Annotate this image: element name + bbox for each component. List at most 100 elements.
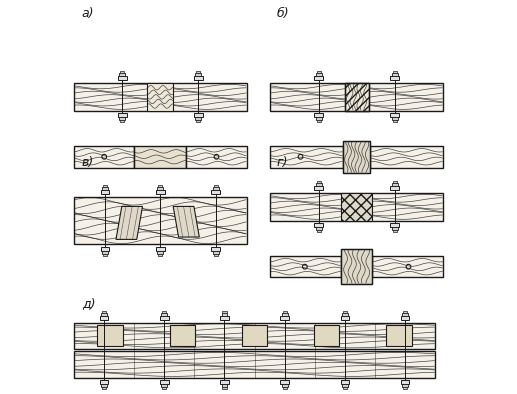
Bar — [118, 113, 127, 117]
Bar — [390, 76, 399, 80]
Bar — [214, 185, 218, 187]
Bar — [403, 311, 407, 313]
Bar — [161, 384, 167, 387]
Bar — [314, 325, 340, 346]
Bar — [160, 316, 169, 320]
Bar — [101, 247, 110, 251]
Bar — [314, 186, 323, 190]
Bar — [316, 73, 322, 76]
Bar — [270, 193, 443, 221]
Bar — [316, 227, 322, 230]
Bar — [102, 251, 108, 254]
Bar — [221, 313, 227, 316]
Bar — [100, 380, 109, 384]
Bar — [74, 351, 435, 377]
Bar — [283, 387, 287, 389]
Bar — [195, 73, 201, 76]
Bar — [211, 190, 220, 194]
Bar — [402, 384, 408, 387]
Bar — [342, 313, 348, 316]
Bar — [158, 185, 162, 187]
Bar — [134, 146, 186, 167]
Bar — [222, 387, 226, 389]
Bar — [100, 316, 109, 320]
Bar — [270, 256, 341, 277]
Bar — [343, 387, 347, 389]
Bar — [341, 249, 372, 284]
Bar — [392, 181, 397, 183]
Bar — [316, 183, 322, 186]
Bar — [214, 254, 218, 256]
Bar — [283, 311, 287, 313]
Bar — [156, 190, 165, 194]
Bar — [402, 313, 408, 316]
Bar — [102, 387, 106, 389]
Polygon shape — [116, 206, 143, 240]
Bar — [74, 323, 435, 349]
Bar — [74, 197, 247, 244]
Bar — [344, 83, 369, 111]
Bar — [220, 316, 229, 320]
Bar — [403, 387, 407, 389]
Bar — [270, 83, 443, 111]
Bar — [119, 117, 125, 121]
Bar — [372, 256, 443, 277]
Bar — [101, 384, 107, 387]
Bar — [103, 185, 107, 187]
Bar — [161, 313, 167, 316]
Bar — [344, 83, 369, 111]
Bar — [401, 316, 409, 320]
Bar — [101, 313, 107, 316]
Bar — [157, 187, 163, 190]
Bar — [158, 254, 162, 256]
Bar — [160, 380, 169, 384]
Bar — [186, 146, 247, 167]
Bar — [195, 117, 201, 121]
Bar — [97, 325, 123, 346]
Bar — [386, 325, 412, 346]
Bar — [212, 187, 219, 190]
Bar — [341, 316, 349, 320]
Bar — [221, 384, 227, 387]
Bar — [103, 254, 107, 256]
Bar — [401, 380, 409, 384]
Bar — [390, 223, 399, 227]
Bar — [120, 121, 125, 122]
Bar — [390, 186, 399, 190]
Bar — [316, 230, 321, 232]
Bar — [316, 181, 321, 183]
Bar — [392, 230, 397, 232]
Bar — [392, 183, 398, 186]
Bar — [314, 223, 323, 227]
Bar — [212, 251, 219, 254]
Bar — [270, 146, 343, 167]
Bar — [371, 146, 443, 167]
Bar — [119, 73, 125, 76]
Text: a): a) — [82, 7, 94, 20]
Bar — [162, 387, 166, 389]
Bar — [280, 316, 289, 320]
Bar — [316, 121, 321, 122]
Bar — [316, 117, 322, 121]
Bar — [222, 311, 226, 313]
Bar — [341, 249, 372, 284]
Text: д): д) — [82, 297, 95, 310]
Bar — [196, 121, 201, 122]
Bar — [157, 251, 163, 254]
Bar — [282, 384, 287, 387]
Bar — [392, 121, 397, 122]
Bar — [282, 313, 287, 316]
Bar — [102, 311, 106, 313]
Bar — [314, 113, 323, 117]
Text: в): в) — [82, 156, 94, 169]
Bar — [194, 113, 203, 117]
Bar — [118, 76, 127, 80]
Bar — [390, 113, 399, 117]
Bar — [211, 247, 220, 251]
Bar — [342, 384, 348, 387]
Bar — [341, 193, 372, 221]
Bar — [147, 83, 173, 111]
Bar — [196, 71, 201, 73]
Bar — [170, 325, 195, 346]
Bar — [343, 141, 371, 173]
